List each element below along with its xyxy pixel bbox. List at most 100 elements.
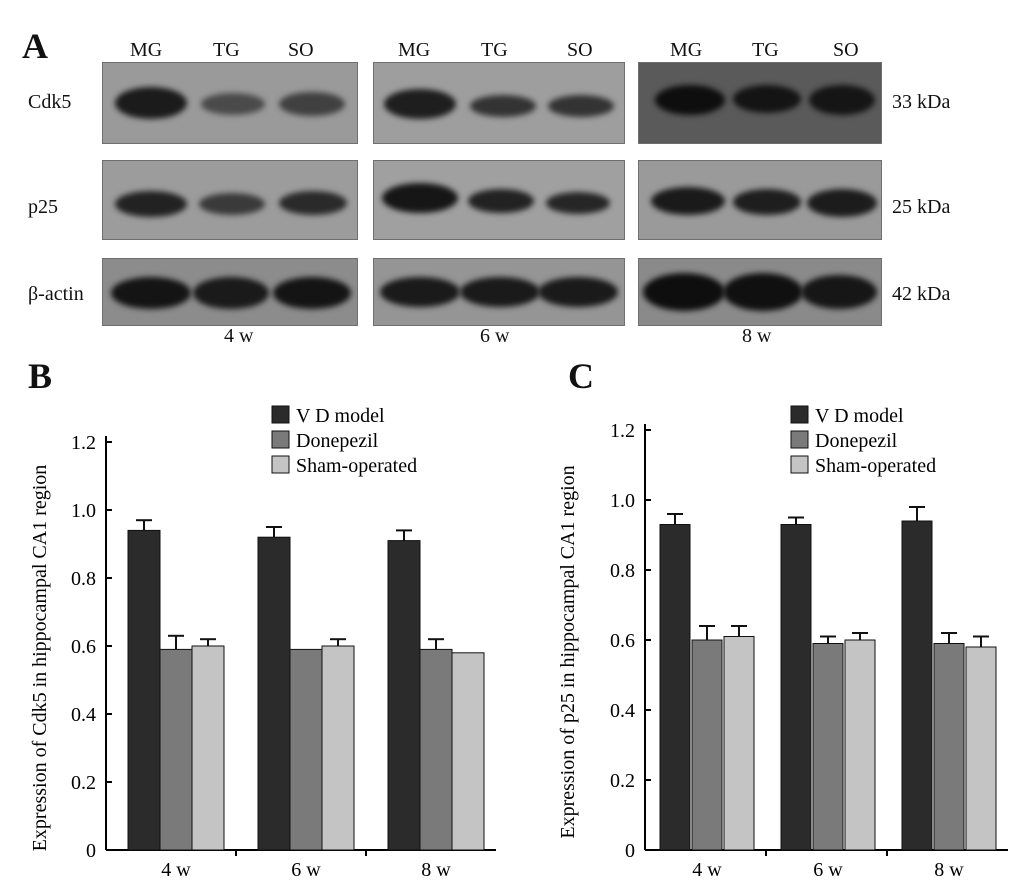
legend-swatch <box>271 430 290 449</box>
bar-sham-operated <box>451 652 485 851</box>
legend-swatch <box>271 455 290 474</box>
blot-p25-6w <box>373 160 625 240</box>
y-tick-label: 0.6 <box>71 636 96 658</box>
bar-sham-operated <box>723 636 755 851</box>
lane-label: TG <box>752 39 779 61</box>
timepoint-label: 6 w <box>480 325 510 347</box>
legend-label: V D model <box>815 405 904 427</box>
y-tick-label: 0.2 <box>71 772 96 794</box>
y-tick-label: 1.2 <box>610 420 635 442</box>
band-tg <box>199 193 265 215</box>
bar-donepezil <box>289 648 323 851</box>
band-mg <box>384 89 456 119</box>
band-mg <box>643 273 725 311</box>
y-tick-label: 0 <box>625 840 635 862</box>
bar-v-d-model <box>780 524 812 851</box>
panel-b-letter: B <box>28 356 53 396</box>
x-tick-label: 4 w <box>692 859 722 881</box>
band-tg <box>460 277 540 307</box>
band-tg <box>733 85 801 113</box>
y-tick-label: 0 <box>86 840 96 862</box>
y-tick-label: 0.8 <box>71 568 96 590</box>
blot-actin-6w <box>373 258 625 326</box>
x-tick-label: 6 w <box>813 859 843 881</box>
y-tick-label: 1.0 <box>71 500 96 522</box>
band-tg <box>468 189 534 213</box>
legend-label: Sham-operated <box>815 455 936 477</box>
legend-swatch <box>790 405 809 424</box>
band-mg <box>115 191 187 217</box>
legend-label: Donepezil <box>296 430 379 452</box>
y-axis-label: Expression of p25 in hippocampal CA1 reg… <box>557 465 579 838</box>
bar-donepezil <box>812 643 844 851</box>
blot-actin-8w <box>638 258 882 326</box>
bar-v-d-model <box>659 524 691 851</box>
x-tick-label: 8 w <box>934 859 964 881</box>
bar-donepezil <box>691 639 723 851</box>
kda-label: 42 kDa <box>892 283 951 305</box>
y-tick-label: 0.2 <box>610 770 635 792</box>
chart-b-cdk5: Expression of Cdk5 in hippocampal CA1 re… <box>29 405 496 881</box>
lane-label: MG <box>130 39 163 61</box>
lane-label: MG <box>670 39 703 61</box>
legend-swatch <box>790 430 809 449</box>
bar-v-d-model <box>901 520 933 851</box>
blot-p25-8w <box>638 160 882 240</box>
timepoint-label: 8 w <box>742 325 772 347</box>
blot-cdk5-6w <box>373 62 625 144</box>
band-so <box>809 85 875 115</box>
band-so <box>538 277 618 307</box>
band-tg <box>733 189 801 215</box>
y-tick-label: 1.2 <box>71 432 96 454</box>
bar-sham-operated <box>191 645 225 851</box>
panel-c-letter: C <box>568 356 594 396</box>
y-tick-label: 0.6 <box>610 630 635 652</box>
bar-donepezil <box>159 648 193 851</box>
row-label-p25: p25 <box>28 196 58 218</box>
panel-a-letter: A <box>22 26 48 66</box>
band-mg <box>111 277 191 309</box>
kda-label: 33 kDa <box>892 91 951 113</box>
band-mg <box>651 187 725 215</box>
timepoint-label: 4 w <box>224 325 254 347</box>
bar-sham-operated <box>321 645 355 851</box>
legend-label: Donepezil <box>815 430 898 452</box>
band-mg <box>115 87 187 119</box>
band-mg <box>382 183 458 213</box>
lane-label: SO <box>288 39 314 61</box>
bar-sham-operated <box>844 639 876 851</box>
y-tick-label: 0.4 <box>71 704 96 726</box>
row-label-beta-actin: β-actin <box>28 283 84 305</box>
band-so <box>279 92 345 116</box>
lane-label: SO <box>833 39 859 61</box>
bar-v-d-model <box>387 540 421 851</box>
band-mg <box>655 85 725 115</box>
band-tg <box>470 95 536 117</box>
band-tg <box>723 273 803 311</box>
x-tick-label: 8 w <box>421 859 451 881</box>
y-axis-label: Expression of Cdk5 in hippocampal CA1 re… <box>29 465 51 852</box>
blot-p25-4w <box>102 160 358 240</box>
legend-swatch <box>790 455 809 474</box>
y-tick-label: 0.8 <box>610 560 635 582</box>
band-tg <box>193 277 269 309</box>
chart-c-p25: Expression of p25 in hippocampal CA1 reg… <box>557 405 1008 881</box>
band-so <box>279 191 347 215</box>
band-so <box>273 277 351 309</box>
band-so <box>807 189 877 217</box>
row-label-cdk5: Cdk5 <box>28 91 72 113</box>
bar-sham-operated <box>965 646 997 851</box>
y-tick-label: 1.0 <box>610 490 635 512</box>
x-tick-label: 6 w <box>291 859 321 881</box>
band-so <box>801 275 877 309</box>
band-tg <box>201 93 265 115</box>
kda-label: 25 kDa <box>892 196 951 218</box>
lane-label: SO <box>567 39 593 61</box>
bar-donepezil <box>933 643 965 851</box>
legend-swatch <box>271 405 290 424</box>
band-so <box>548 95 614 117</box>
legend-label: Sham-operated <box>296 455 417 477</box>
x-tick-label: 4 w <box>161 859 191 881</box>
band-mg <box>380 277 460 307</box>
band-so <box>546 192 610 214</box>
